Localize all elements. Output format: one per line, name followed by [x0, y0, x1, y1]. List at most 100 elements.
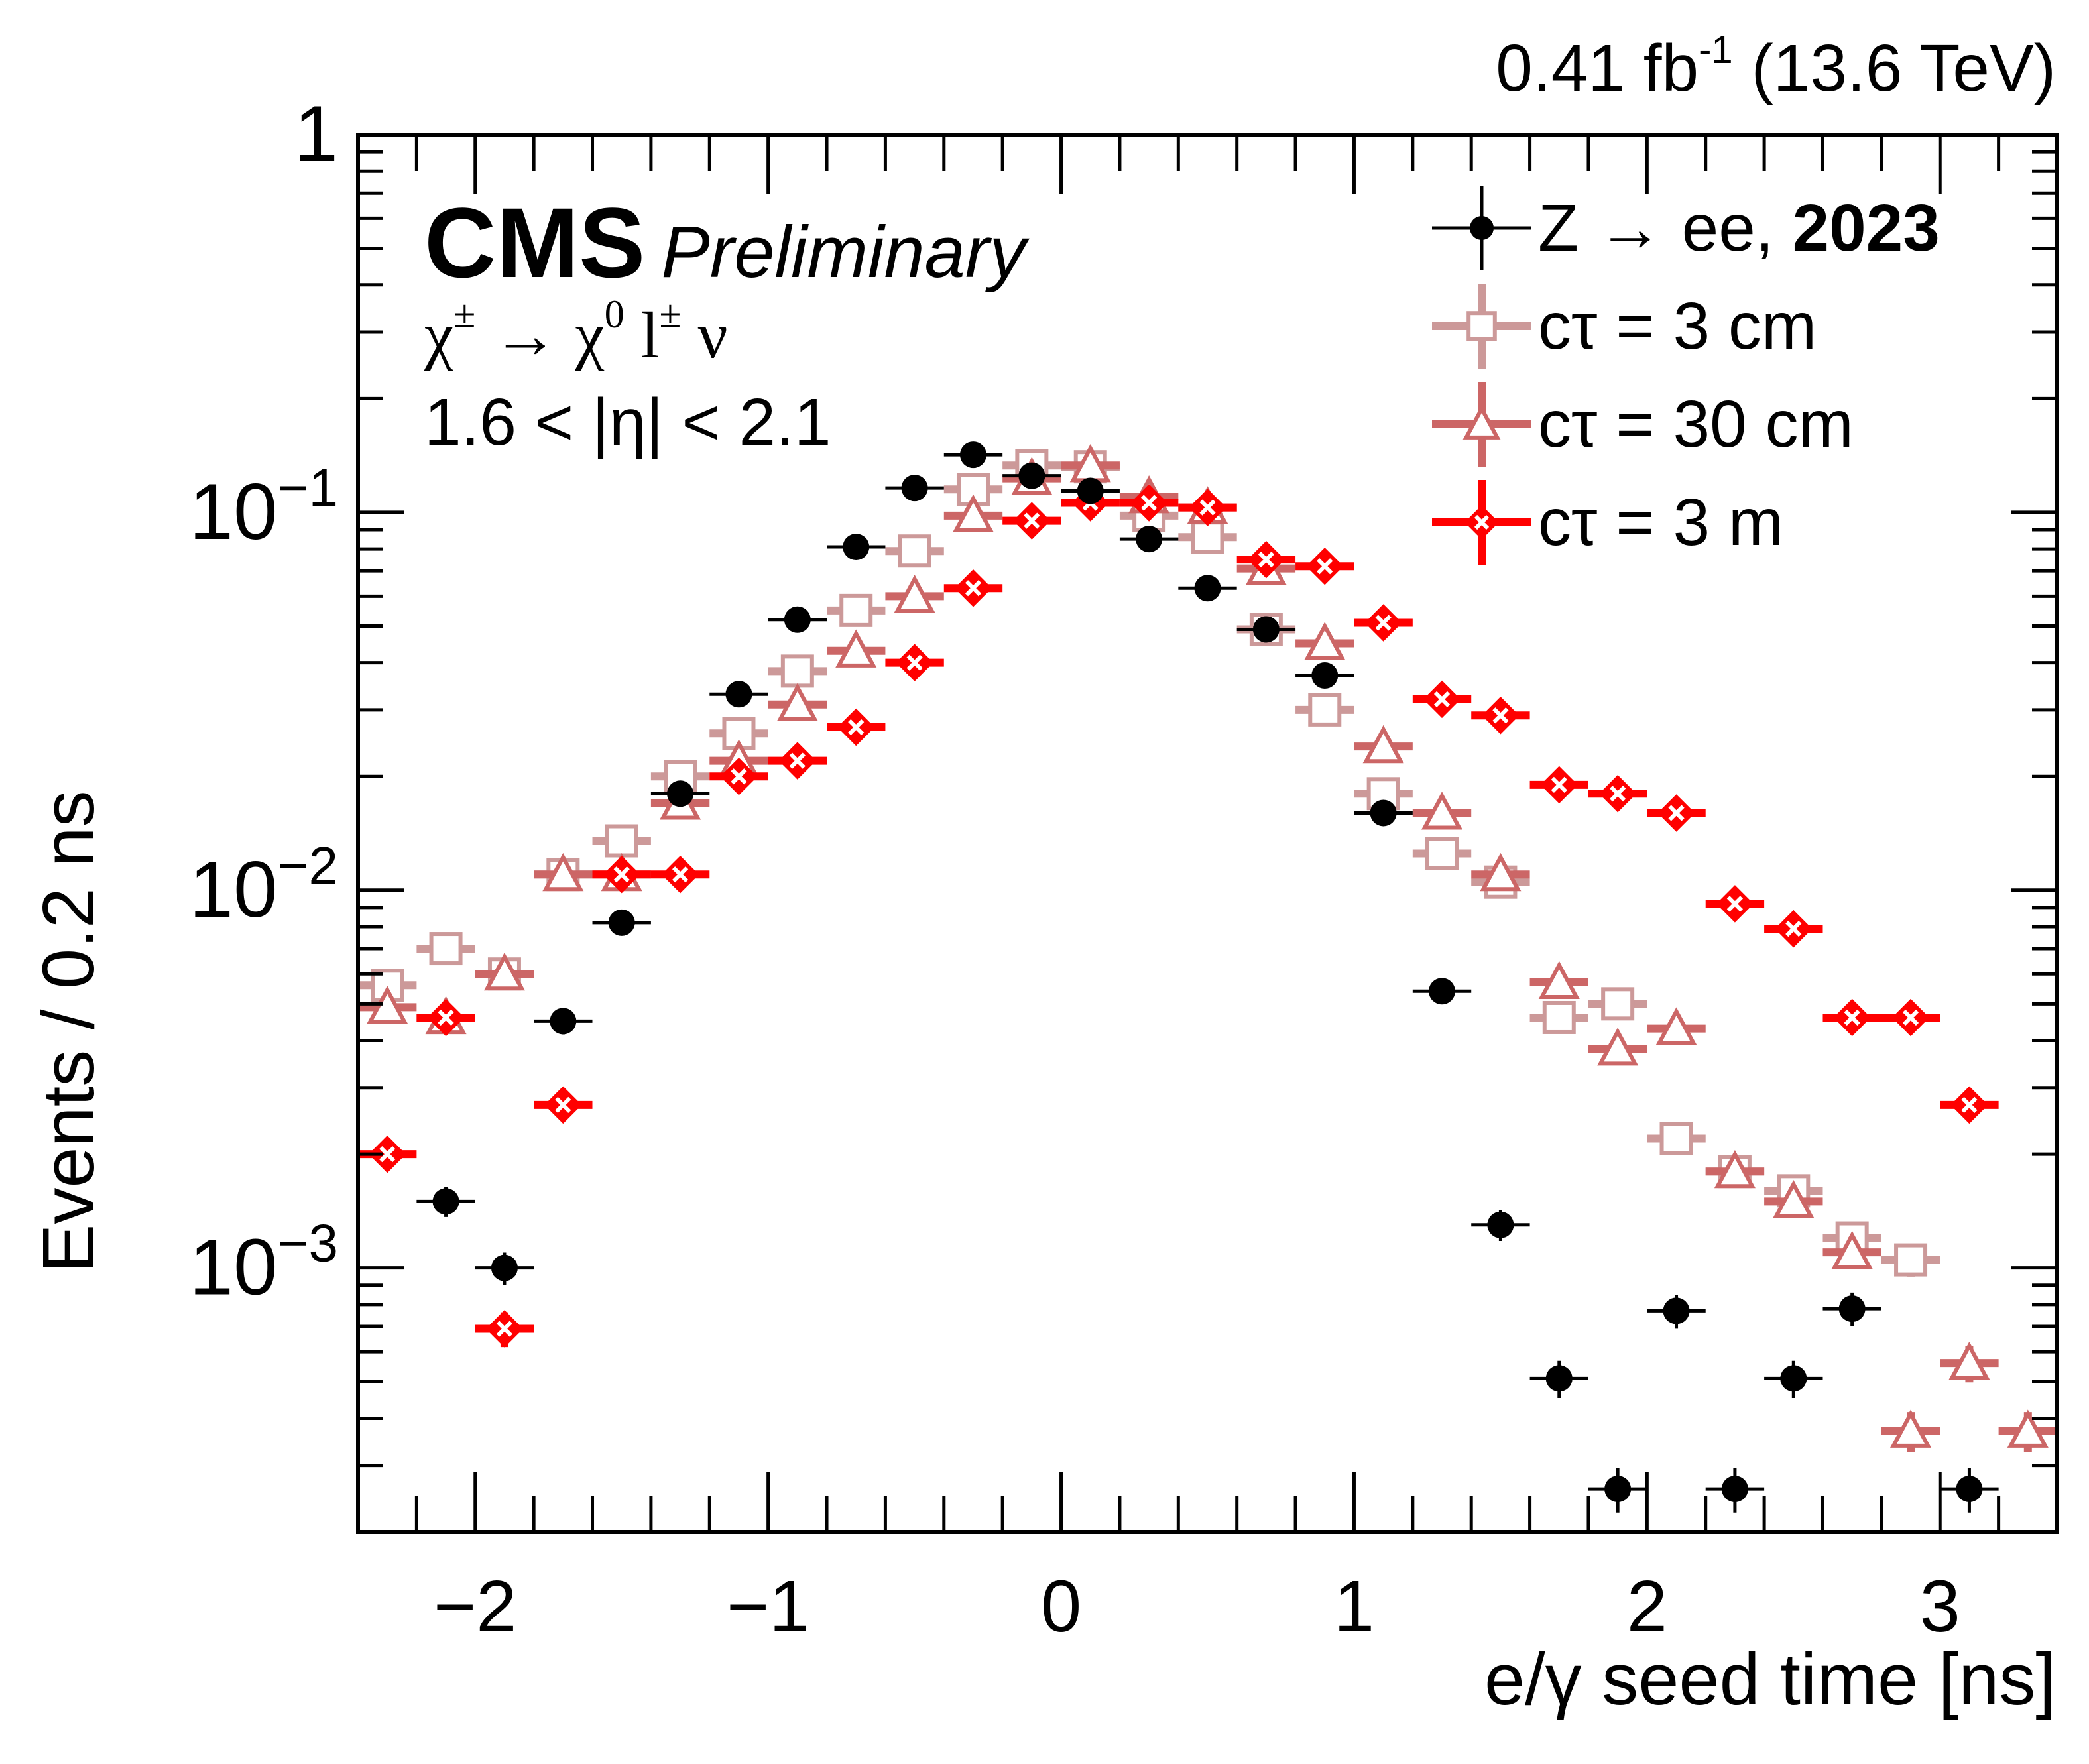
- data-point: [1295, 547, 1354, 585]
- series-0: [416, 441, 1999, 1513]
- marker-cross: [789, 752, 806, 769]
- process-sup: ±: [659, 292, 682, 336]
- data-point: [1295, 693, 1354, 727]
- x-axis-label: e/γ seed time [ns]: [1484, 1639, 2056, 1720]
- data-point: [885, 534, 944, 568]
- data-point: [885, 575, 944, 613]
- data-point: [1236, 540, 1296, 579]
- data-point: [1354, 725, 1413, 764]
- data-point: [475, 1310, 534, 1348]
- marker-cross: [1140, 495, 1158, 511]
- data-point: [1647, 794, 1706, 832]
- data-point: [827, 708, 886, 746]
- marker-cross: [1375, 615, 1392, 631]
- marker-filled-circle: [959, 441, 986, 469]
- marker-cross: [1902, 1009, 1919, 1026]
- data-point: [416, 998, 475, 1037]
- legend-label: cτ = 30 cm: [1538, 386, 1854, 461]
- data-point: [1705, 1149, 1765, 1189]
- data-point: [592, 855, 651, 894]
- marker-open-triangle: [894, 575, 935, 613]
- data-point: [1940, 1341, 1999, 1383]
- data-layer: [358, 441, 2057, 1513]
- data-point: [534, 1086, 593, 1124]
- legend-entry-zee: Z → ee, 2023: [1425, 179, 1940, 277]
- data-point: [827, 593, 886, 627]
- marker-open-triangle: [1714, 1149, 1756, 1189]
- marker-filled-circle: [1545, 1365, 1573, 1392]
- data-point: [592, 824, 651, 858]
- lumi-exponent: -1: [1699, 29, 1733, 72]
- marker-cross: [379, 1146, 396, 1163]
- data-point: [416, 1187, 475, 1217]
- marker-filled-circle: [1018, 462, 1045, 489]
- data-point: [943, 473, 1003, 506]
- legend-marker-filled-circle-icon: [1432, 186, 1531, 270]
- y-tick-label: 10−3: [189, 1214, 338, 1312]
- marker-filled-circle: [1470, 216, 1494, 240]
- data-point: [1940, 1086, 1999, 1124]
- data-point: [475, 1252, 534, 1285]
- process-part: ν: [681, 298, 728, 372]
- marker-filled-circle: [1077, 477, 1104, 504]
- data-point: [943, 494, 1003, 532]
- marker-cross: [1474, 514, 1490, 530]
- marker-open-triangle: [776, 683, 818, 721]
- legend-entry-3m: cτ = 3 m: [1425, 473, 1940, 571]
- data-point: [709, 757, 768, 795]
- data-point: [1354, 604, 1413, 642]
- marker-cross: [613, 866, 630, 883]
- data-point: [1881, 1243, 1940, 1277]
- data-point: [534, 853, 593, 892]
- x-tick-label: −2: [434, 1566, 516, 1647]
- data-point: [1529, 1360, 1588, 1399]
- data-point: [1529, 961, 1588, 1000]
- data-point: [1940, 1468, 1999, 1513]
- marker-open-square: [1601, 987, 1635, 1021]
- x-tick-label: 3: [1920, 1566, 1960, 1647]
- data-point: [1647, 1122, 1706, 1155]
- marker-filled-circle: [784, 606, 811, 633]
- marker-open-triangle: [1362, 725, 1404, 764]
- marker-open-triangle: [1773, 1180, 1815, 1218]
- marker-filled-circle: [1838, 1295, 1866, 1323]
- data-point: [1471, 697, 1530, 735]
- marker-cross: [1317, 558, 1333, 575]
- marker-filled-circle: [1604, 1476, 1632, 1503]
- marker-open-triangle: [1831, 1230, 1873, 1269]
- marker-open-triangle: [1462, 404, 1501, 440]
- marker-open-triangle: [1948, 1341, 1990, 1380]
- marker-cross: [1024, 512, 1040, 529]
- data-point: [1822, 998, 1881, 1037]
- process-label: χ± → χ0 l± ν: [424, 292, 728, 373]
- data-point: [1119, 526, 1179, 553]
- energy-value: (13.6 TeV): [1751, 31, 2056, 105]
- data-point: [1471, 853, 1530, 892]
- marker-open-triangle: [1304, 622, 1346, 660]
- marker-open-square: [780, 654, 814, 688]
- data-point: [1295, 662, 1354, 689]
- data-point: [1529, 766, 1588, 804]
- experiment-label: CMS Preliminary: [424, 186, 1026, 300]
- marker-cross: [1961, 1096, 1978, 1113]
- process-part: → χ: [475, 298, 605, 372]
- plot-frame: [356, 133, 2059, 1534]
- x-tick-label: 2: [1627, 1566, 1667, 1647]
- y-tick-label: 10−2: [189, 836, 338, 934]
- legend-entry-30cm: cτ = 30 cm: [1425, 375, 1940, 473]
- legend-label: cτ = 3 cm: [1538, 288, 1817, 363]
- data-point: [1881, 998, 1940, 1037]
- marker-open-triangle: [1480, 853, 1522, 892]
- marker-cross: [1785, 920, 1802, 937]
- series-1: [358, 449, 1940, 1277]
- marker-filled-circle: [1721, 1476, 1748, 1503]
- x-tick-label: −1: [727, 1566, 809, 1647]
- marker-filled-circle: [608, 909, 635, 936]
- data-point: [827, 629, 886, 668]
- marker-cross: [1551, 776, 1567, 794]
- data-point: [1178, 489, 1237, 526]
- data-point: [1764, 910, 1823, 948]
- y-axis-label: Events / 0.2 ns: [28, 790, 109, 1273]
- marker-cross: [848, 719, 865, 736]
- data-point: [1412, 680, 1472, 719]
